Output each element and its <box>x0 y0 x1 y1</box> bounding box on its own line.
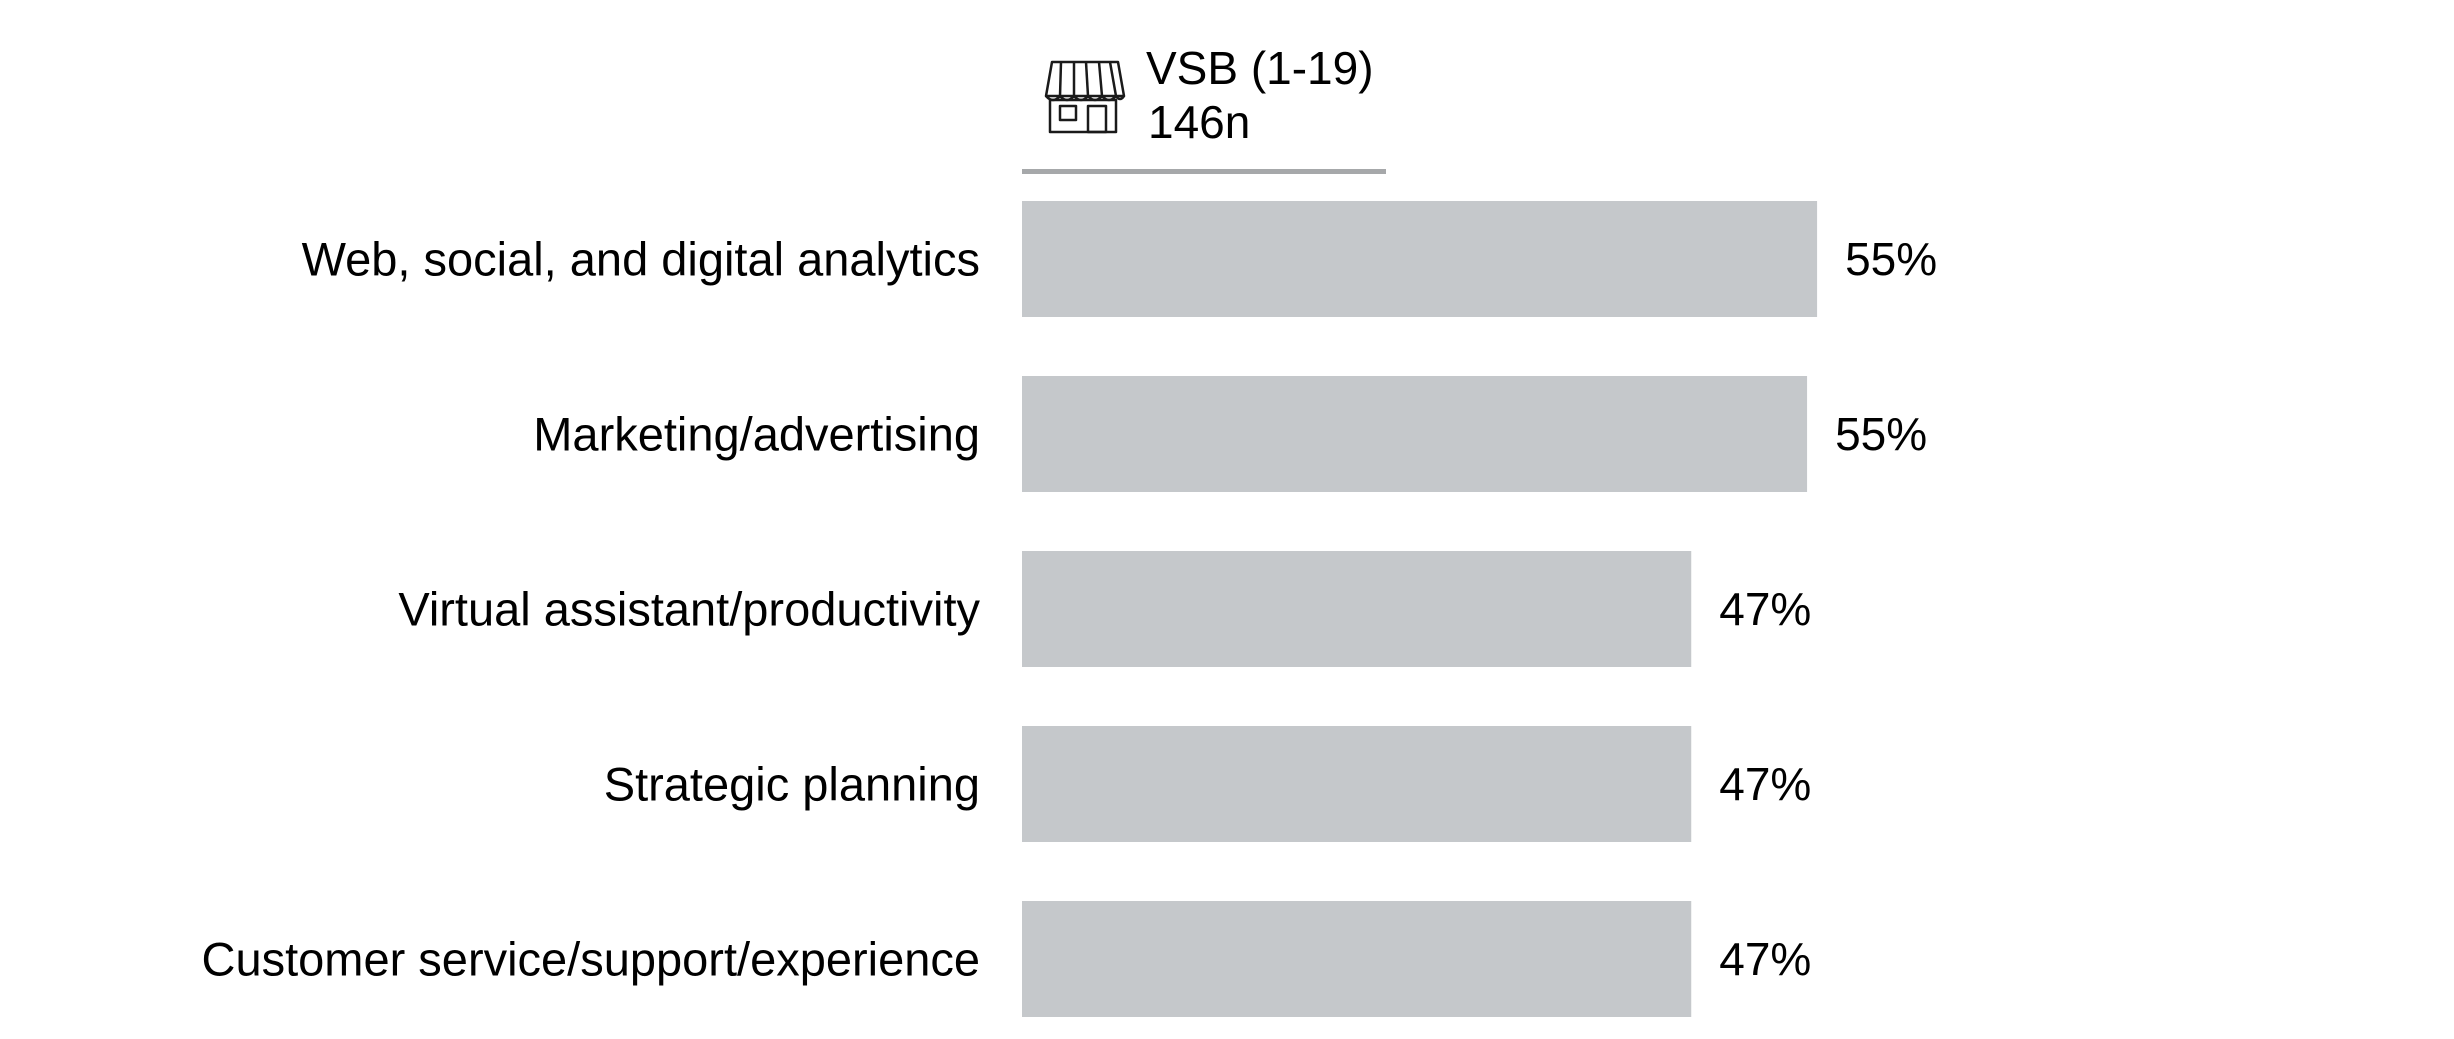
bar <box>1022 201 1818 317</box>
category-label: Strategic planning <box>604 758 980 811</box>
bar <box>1022 551 1692 667</box>
category-label: Marketing/advertising <box>533 408 980 461</box>
series-label: VSB (1-19) <box>1146 42 1374 94</box>
sample-size-label: 146n <box>1148 96 1250 148</box>
category-label: Customer service/support/experience <box>202 933 980 986</box>
bar <box>1022 726 1692 842</box>
value-label: 55% <box>1835 408 1927 460</box>
bars-group: Web, social, and digital analytics 55% Mar… <box>202 201 1937 1017</box>
series-header: VSB (1-19) 146n <box>1022 42 1386 174</box>
storefront-icon <box>1044 60 1126 134</box>
bar <box>1022 901 1692 1017</box>
value-label: 55% <box>1845 233 1937 285</box>
value-label: 47% <box>1719 933 1811 985</box>
series-header-underline <box>1022 169 1386 174</box>
category-label: Web, social, and digital analytics <box>302 233 980 286</box>
bar <box>1022 376 1808 492</box>
category-label: Virtual assistant/productivity <box>398 583 980 636</box>
value-label: 47% <box>1719 583 1811 635</box>
value-label: 47% <box>1719 758 1811 810</box>
